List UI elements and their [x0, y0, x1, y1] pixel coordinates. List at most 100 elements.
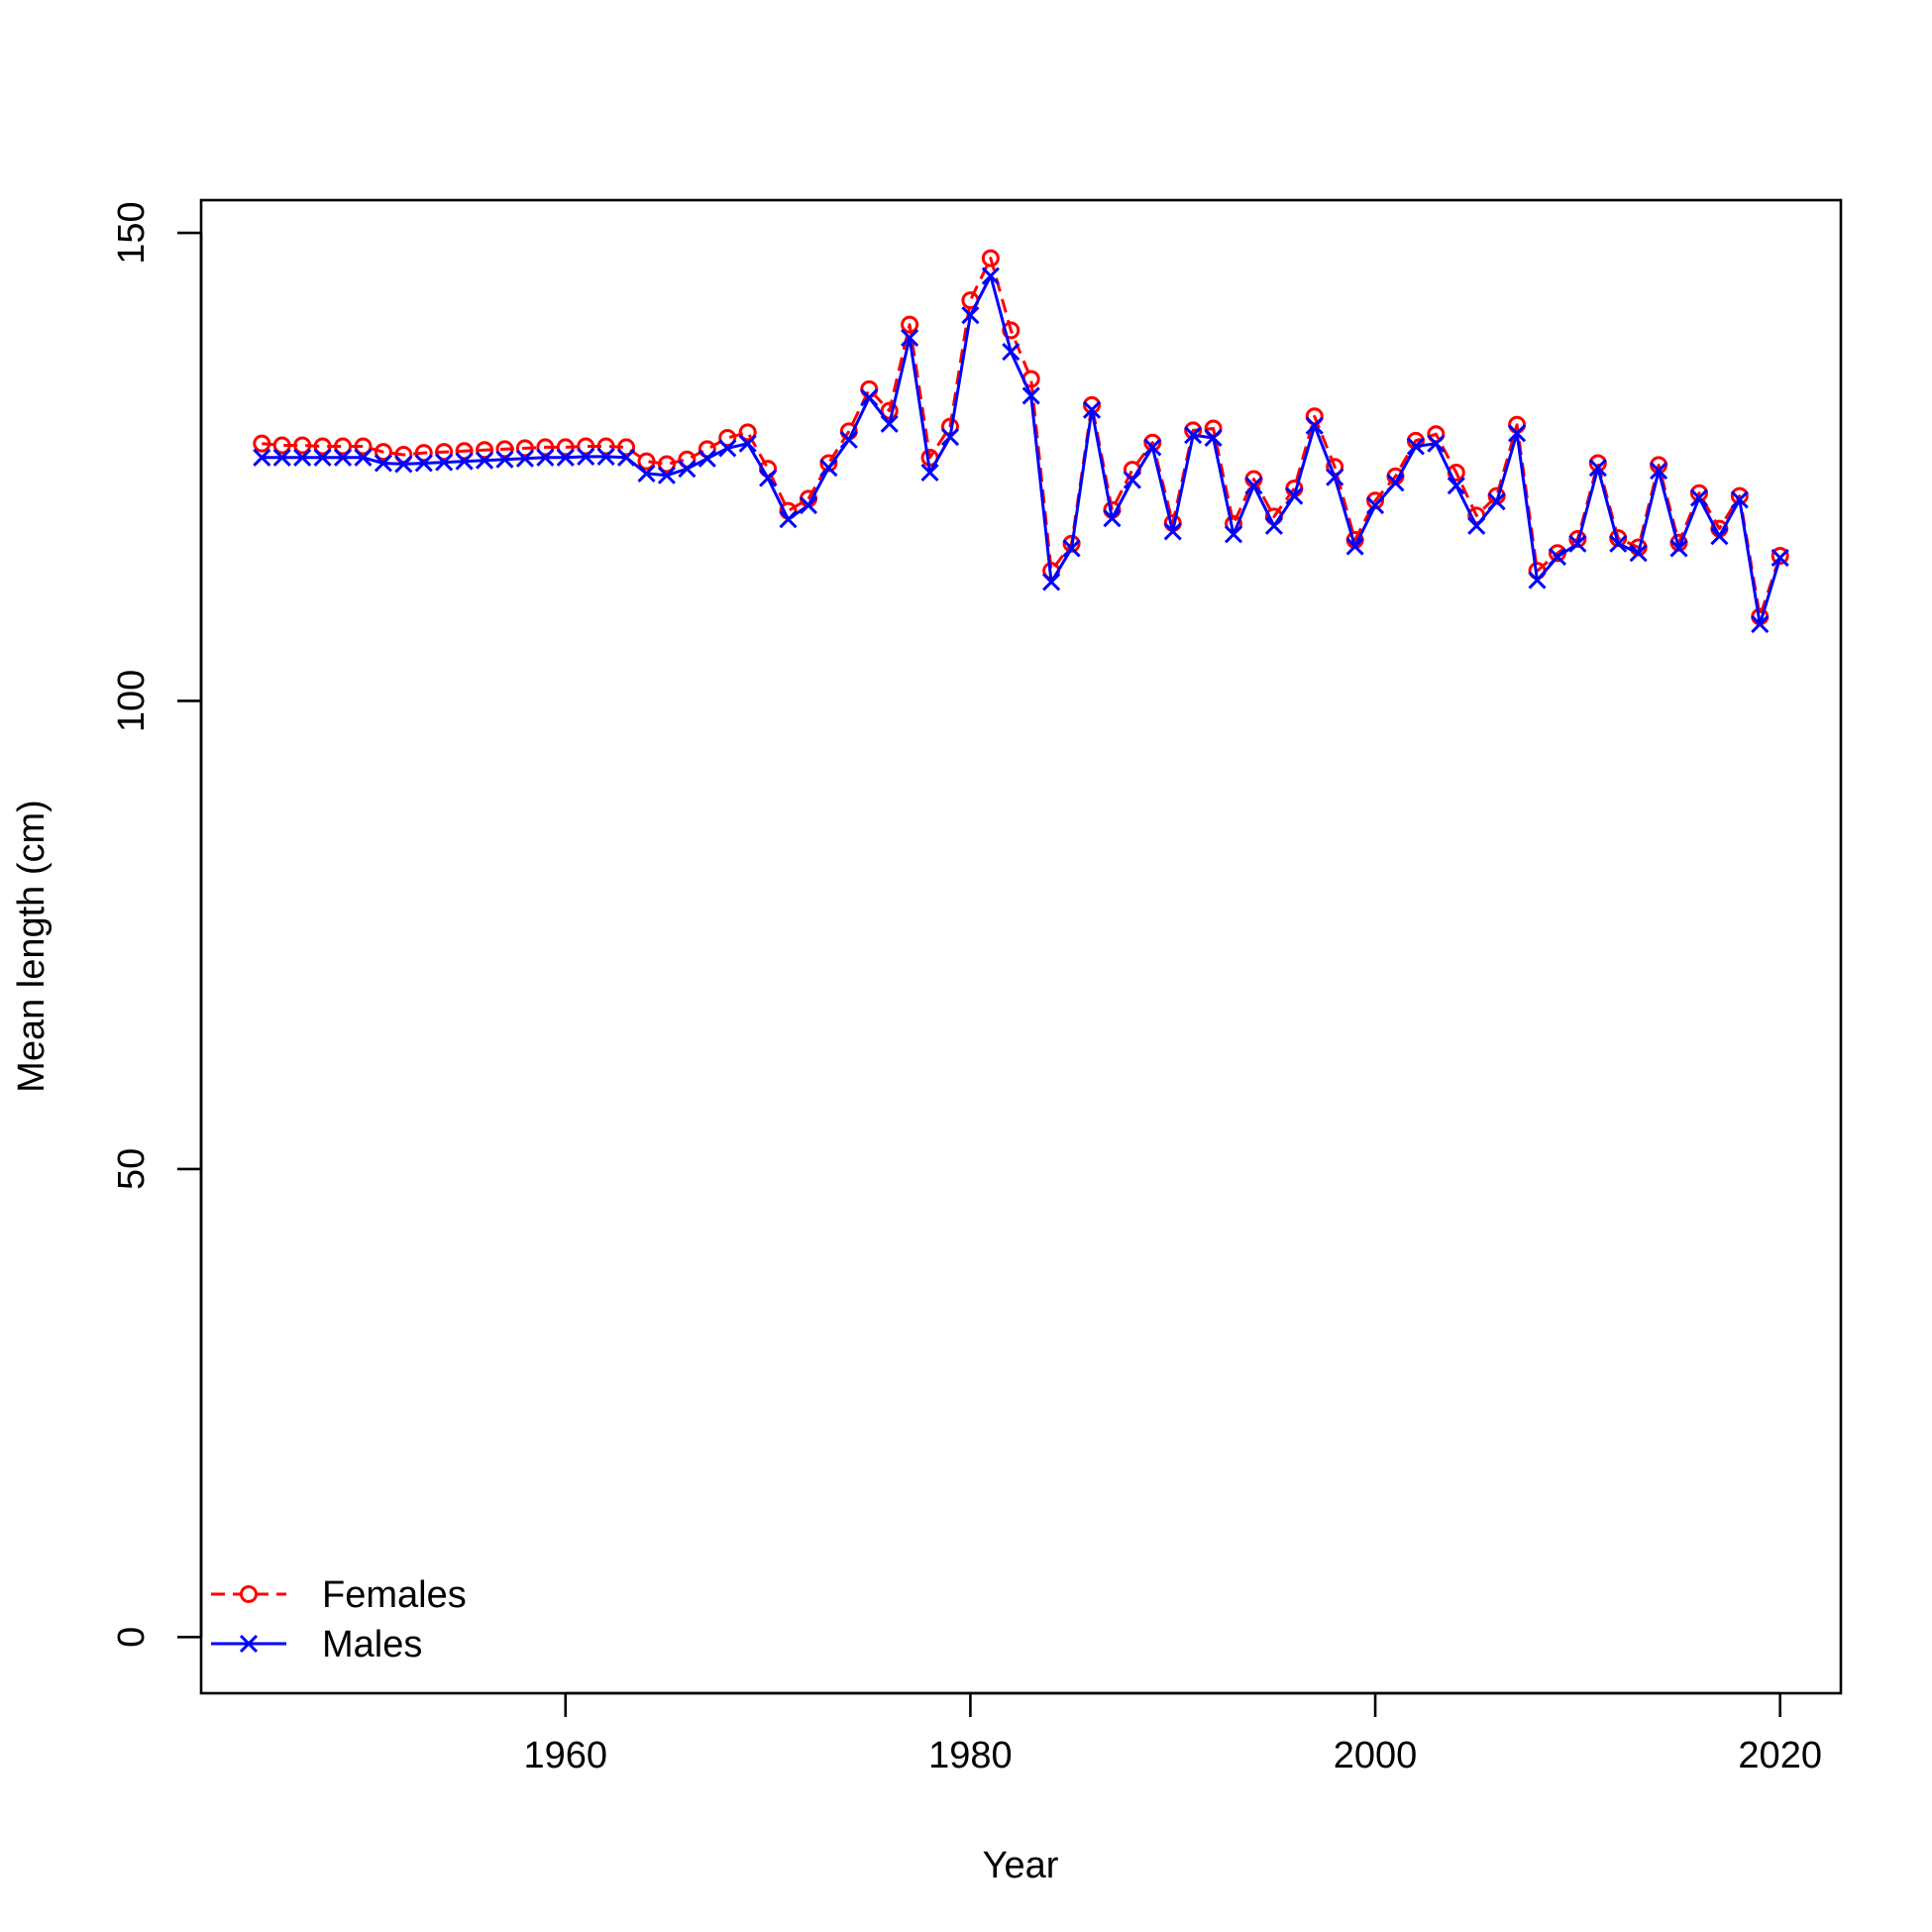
point-females — [272, 436, 291, 455]
point-males — [1650, 461, 1668, 481]
point-males — [596, 447, 615, 466]
y-tick-label: 0 — [111, 1627, 153, 1648]
point-males — [1669, 539, 1688, 558]
point-males — [1447, 477, 1465, 495]
series-layer — [253, 249, 1789, 634]
legend-entry-females: Females — [211, 1574, 467, 1616]
point-females — [476, 441, 494, 460]
point-males — [1508, 424, 1527, 443]
point-males — [293, 448, 312, 467]
point-males — [860, 388, 879, 407]
point-males — [617, 448, 636, 467]
point-males — [1326, 468, 1344, 486]
point-males — [313, 448, 332, 467]
legend-marker-males — [239, 1634, 259, 1654]
y-tick-label: 50 — [111, 1148, 153, 1190]
point-males — [920, 463, 939, 483]
point-males — [475, 451, 494, 470]
point-males — [536, 448, 555, 467]
point-males — [1082, 400, 1102, 419]
point-females — [1568, 530, 1587, 549]
series-line-males — [262, 274, 1782, 626]
legend-entry-males: Males — [211, 1624, 422, 1665]
point-males — [1730, 490, 1749, 509]
point-females — [253, 434, 271, 453]
legend-label-males: Males — [322, 1624, 422, 1665]
point-males — [1305, 416, 1324, 435]
point-males — [1771, 548, 1789, 567]
x-axis: 1960 1980 2000 2020 — [524, 1691, 1822, 1776]
point-males — [779, 510, 798, 529]
y-tick-label: 150 — [111, 201, 153, 264]
point-males — [901, 328, 919, 347]
point-males — [819, 459, 838, 478]
point-females — [515, 439, 534, 458]
point-males — [1204, 428, 1223, 448]
point-males — [657, 466, 676, 484]
point-males — [577, 447, 595, 466]
point-females — [455, 442, 474, 461]
point-males — [1588, 459, 1607, 478]
x-axis-title: Year — [983, 1845, 1059, 1886]
point-females — [536, 438, 555, 457]
point-females — [738, 423, 757, 442]
point-males — [981, 267, 1000, 285]
point-males — [1568, 534, 1587, 553]
point-males — [880, 414, 899, 433]
point-males — [1224, 525, 1243, 544]
point-females — [577, 437, 595, 456]
point-males — [799, 495, 818, 515]
point-males — [1103, 509, 1122, 528]
point-males — [333, 448, 353, 467]
legend-label-females: Females — [322, 1574, 467, 1616]
point-males — [1345, 537, 1364, 556]
point-males — [940, 427, 960, 447]
point-males — [495, 450, 514, 469]
point-males — [354, 448, 373, 467]
point-males — [1467, 516, 1486, 535]
point-females — [495, 440, 514, 459]
point-males — [1487, 492, 1506, 511]
series-males — [253, 267, 1789, 634]
point-males — [1609, 534, 1628, 553]
point-males — [1184, 426, 1203, 445]
point-females — [334, 437, 353, 456]
plot-frame — [199, 198, 1843, 1695]
point-females — [596, 437, 615, 456]
point-males — [1528, 571, 1547, 590]
point-females — [414, 444, 433, 463]
point-males — [678, 460, 697, 479]
point-males — [1285, 486, 1304, 505]
point-males — [1163, 522, 1182, 541]
point-males — [1143, 438, 1162, 457]
point-females — [293, 436, 312, 455]
point-males — [1264, 516, 1283, 535]
point-males — [1244, 477, 1263, 495]
point-females — [313, 437, 332, 456]
point-females — [354, 437, 373, 456]
point-females — [981, 249, 1000, 268]
point-females — [556, 438, 575, 457]
x-tick-label: 1960 — [524, 1735, 608, 1776]
point-males — [1021, 386, 1040, 405]
point-females — [901, 315, 919, 334]
point-males — [435, 453, 454, 472]
point-males — [374, 454, 392, 473]
y-tick-label: 100 — [111, 670, 153, 732]
point-males — [414, 454, 433, 473]
x-tick-label: 2020 — [1738, 1735, 1822, 1776]
point-males — [1751, 614, 1770, 634]
y-axis-title: Mean length (cm) — [11, 800, 53, 1093]
point-males — [961, 306, 980, 325]
x-tick-label: 2000 — [1334, 1735, 1418, 1776]
point-males — [637, 464, 656, 483]
point-males — [455, 452, 474, 471]
point-males — [394, 455, 413, 474]
point-males — [1427, 434, 1446, 453]
point-males — [1042, 573, 1061, 591]
point-males — [272, 448, 291, 467]
point-females — [718, 428, 737, 447]
point-males — [698, 449, 716, 468]
point-males — [1406, 437, 1425, 456]
